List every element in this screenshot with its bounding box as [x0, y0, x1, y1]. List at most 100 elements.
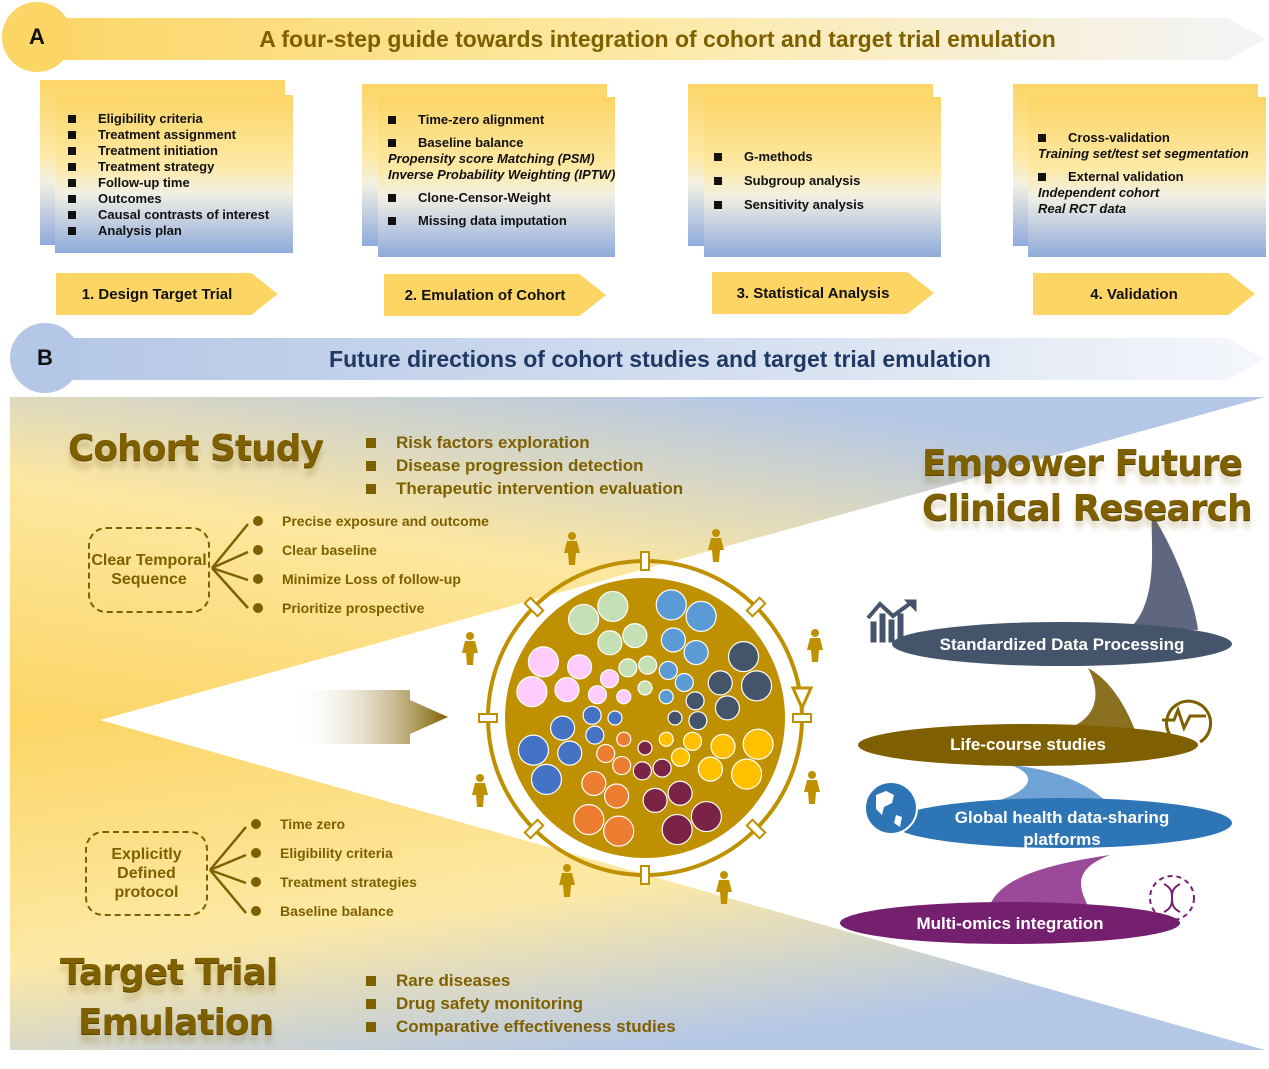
population-circle [599, 669, 620, 689]
population-circle [557, 740, 583, 766]
fetus-icon [716, 871, 732, 904]
pill-label: Life-course studies [950, 735, 1106, 754]
item-text: Treatment initiation [98, 143, 218, 158]
branch-dot [251, 906, 261, 916]
bullet-text: Drug safety monitoring [396, 994, 584, 1013]
item-text: Follow-up time [98, 175, 190, 190]
bullet-text: Disease progression detection [396, 456, 644, 475]
branch-dot [251, 848, 261, 858]
population-circle [632, 761, 652, 781]
population-circle [697, 756, 724, 782]
item-text: Time-zero alignment [418, 112, 545, 127]
population-circle [587, 685, 608, 705]
ring-tick [640, 551, 650, 571]
item-text: Independent cohort [1038, 185, 1160, 200]
population-circle [568, 603, 600, 636]
item-text: Clone-Censor-Weight [418, 190, 551, 205]
ring-tick [478, 713, 498, 723]
population-circle [622, 622, 648, 649]
bullet-icon [388, 217, 396, 225]
step-item: Causal contrasts of interest [68, 207, 298, 223]
step-item-detail: Real RCT data [1038, 201, 1268, 217]
tte-application-item: Drug safety monitoring [366, 992, 676, 1015]
step-item: Missing data imputation [388, 213, 618, 229]
step-item: Time-zero alignment [388, 112, 618, 128]
population-disc [505, 578, 785, 858]
cycle-pulse-icon [1162, 699, 1213, 744]
walking-person-icon [564, 532, 580, 565]
population-circle [658, 689, 674, 705]
step-item: Baseline balance [388, 135, 618, 151]
step-item: Treatment assignment [68, 127, 298, 143]
bullet-text: Comparative effectiveness studies [396, 1017, 676, 1036]
population-circle [596, 743, 616, 764]
tte-application-item: Comparative effectiveness studies [366, 1015, 676, 1038]
empower-tail-2 [1070, 668, 1135, 730]
item-text: G-methods [744, 149, 813, 164]
item-text: Subgroup analysis [744, 173, 861, 188]
population-circle [585, 725, 605, 745]
tte-feature: Baseline balance [280, 903, 394, 919]
population-circle [714, 695, 741, 721]
population-circle [554, 677, 580, 703]
panel-b-title: Future directions of cohort studies and … [329, 346, 991, 372]
dna-icon [1149, 875, 1195, 921]
population-circle [637, 740, 653, 756]
bullet-icon [714, 177, 722, 185]
baby-icon [559, 864, 575, 897]
step-item: Treatment strategy [68, 159, 298, 175]
tte-feature: Time zero [280, 816, 346, 832]
panel-b-badge: B [10, 323, 80, 393]
bullet-text: Rare diseases [396, 971, 511, 990]
step-box [704, 97, 941, 257]
flow-arrow [293, 690, 448, 744]
step-item: Treatment initiation [68, 143, 298, 159]
explicitly-defined-protocol-box: Explicitly Defined protocol [85, 831, 208, 916]
population-circle [742, 728, 774, 760]
pill-label: Multi-omics integration [916, 914, 1104, 933]
population-circle [667, 780, 693, 806]
population-circle [607, 710, 623, 726]
bullet-icon [1038, 134, 1046, 142]
population-circle [530, 763, 563, 795]
tte-wedge [10, 720, 1265, 1050]
step-1-label: 1. Design Target Trial [56, 273, 278, 315]
bullet-icon [68, 115, 76, 123]
population-circle [674, 672, 694, 693]
population-circle [517, 734, 550, 766]
bullet-icon [714, 201, 722, 209]
population-circle [604, 783, 630, 809]
item-text: Outcomes [98, 191, 162, 206]
population-circle [638, 655, 658, 675]
population-circle [527, 646, 559, 678]
tte-application-item: Rare diseases [366, 969, 676, 992]
step-1-items: Eligibility criteria Treatment assignment… [68, 111, 298, 239]
bullet-icon [388, 139, 396, 147]
population-circle [618, 658, 638, 678]
population-circle [682, 731, 703, 751]
ring-tick [745, 596, 767, 618]
population-circle [516, 676, 548, 708]
branch-dot [253, 574, 263, 584]
tte-applications: Rare diseases Drug safety monitoring Com… [366, 969, 676, 1038]
bullet-icon [68, 195, 76, 203]
item-text: Treatment strategy [98, 159, 215, 174]
branch-dot [253, 516, 263, 526]
step-box [1028, 97, 1266, 257]
population-circle [616, 689, 632, 705]
population-circle [710, 733, 736, 759]
panel-a-badge: A [2, 2, 72, 72]
bullet-text: Therapeutic intervention evaluation [396, 479, 684, 498]
bullet-icon [68, 131, 76, 139]
population-circle [670, 747, 691, 767]
tte-feature: Eligibility criteria [280, 845, 393, 861]
population-circle [581, 770, 607, 797]
item-text: Analysis plan [98, 223, 182, 238]
item-text: Inverse Probability Weighting (IPTW) [388, 167, 616, 182]
item-text: Cross-validation [1068, 130, 1170, 145]
panel-a-banner [30, 18, 1265, 60]
population-circle [658, 731, 674, 747]
ring-tick [523, 596, 545, 618]
step-item-detail: Independent cohort [1038, 185, 1268, 201]
cohort-feature: Precise exposure and outcome [282, 513, 489, 529]
